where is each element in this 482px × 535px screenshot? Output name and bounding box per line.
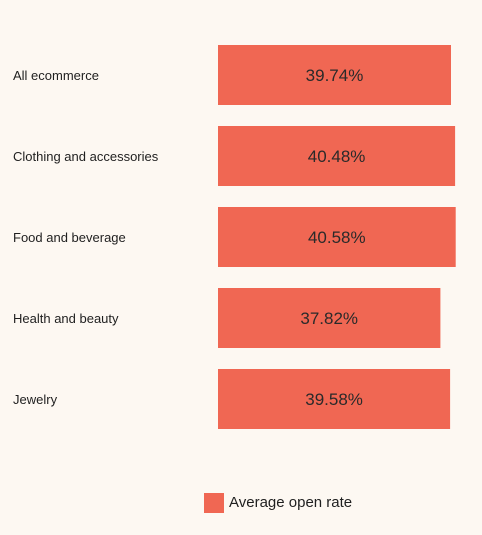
bar [218, 45, 451, 105]
bar [218, 369, 451, 429]
category-label: Food and beverage [13, 230, 126, 245]
bar [218, 207, 456, 267]
legend: Average open rate [204, 493, 352, 513]
category-label: All ecommerce [13, 68, 99, 83]
bar [218, 288, 441, 348]
bar [218, 126, 456, 186]
category-label: Jewelry [13, 392, 58, 407]
bar-value-label: 39.58% [305, 390, 363, 409]
category-label: Health and beauty [13, 311, 119, 326]
legend-label: Average open rate [229, 494, 353, 511]
bar-value-label: 40.58% [308, 228, 366, 247]
bar-value-label: 37.82% [300, 309, 358, 328]
category-label: Clothing and accessories [13, 149, 159, 164]
bar-value-label: 39.74% [306, 66, 364, 85]
bar-value-label: 40.48% [308, 147, 366, 166]
legend-swatch [204, 493, 224, 513]
